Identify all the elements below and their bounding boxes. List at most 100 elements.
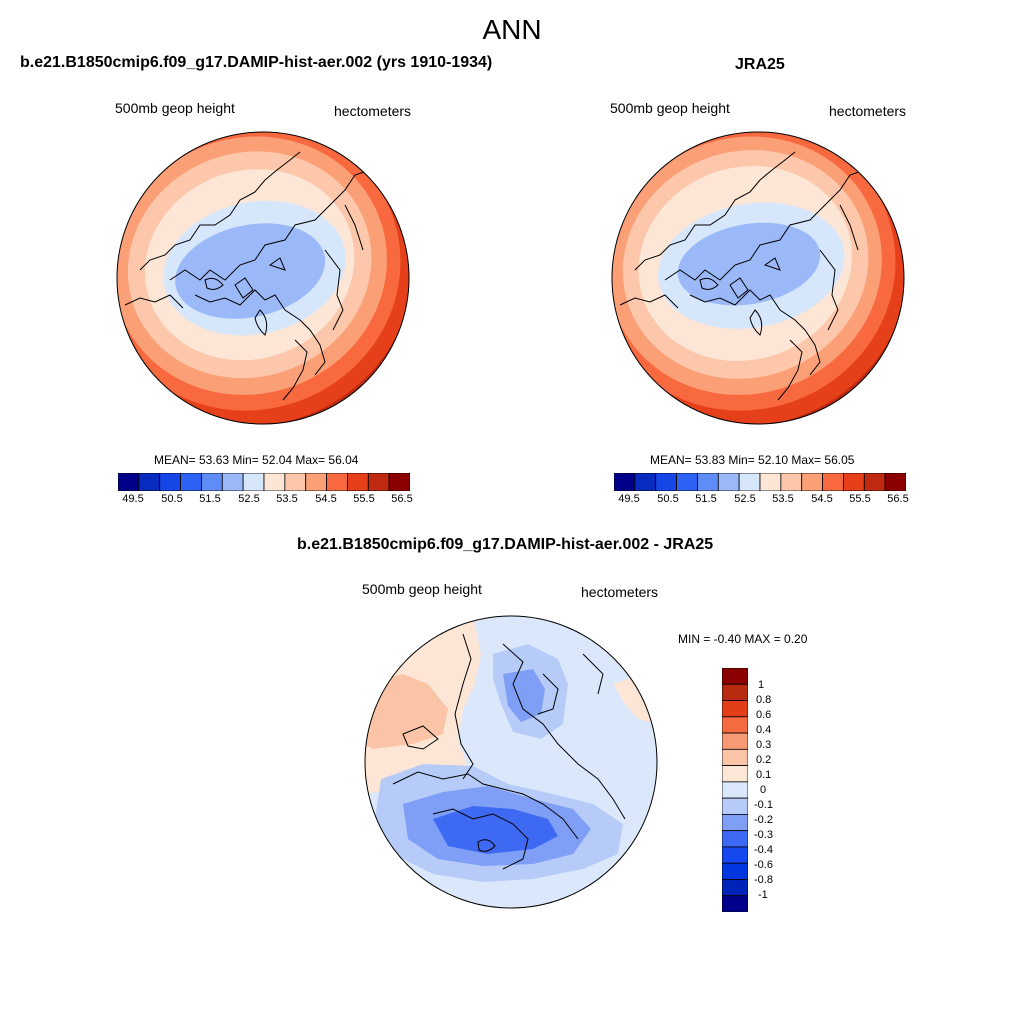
- colorbar-tick-label: 51.5: [695, 493, 717, 505]
- colorbar-box: [863, 473, 886, 491]
- colorbar-tick-label: 49.5: [122, 493, 144, 505]
- colorbar-tick-label: 0.2: [756, 754, 772, 766]
- model-polar-map: [116, 131, 410, 425]
- model-units-label: hectometers: [334, 103, 412, 119]
- model-colorbar: [118, 473, 410, 491]
- diff-variable-label: 500mb geop height: [362, 581, 482, 597]
- colorbar-box: [722, 797, 748, 815]
- figure-title: ANN: [482, 14, 542, 45]
- colorbar-box: [655, 473, 677, 491]
- model-coastlines: [124, 151, 371, 401]
- colorbar-box: [722, 879, 748, 897]
- obs-colorbar: [614, 473, 906, 491]
- colorbar-tick-label: 53.5: [772, 493, 794, 505]
- obs-coastlines: [619, 151, 866, 401]
- colorbar-box: [242, 473, 265, 491]
- colorbar-box: [676, 473, 698, 491]
- colorbar-box: [138, 473, 161, 491]
- model-colorbar-labels: 49.5 50.5 51.5 52.5 53.5 54.5 55.5 56.5: [118, 493, 412, 507]
- colorbar-box: [722, 683, 748, 701]
- model-variable-label: 500mb geop height: [115, 100, 235, 116]
- colorbar-box: [159, 473, 181, 491]
- colorbar-tick-label: 55.5: [849, 493, 871, 505]
- colorbar-box: [722, 830, 748, 848]
- colorbar-tick-label: 1: [758, 679, 765, 691]
- colorbar-tick-label: 52.5: [238, 493, 260, 505]
- colorbar-tick-label: 52.5: [734, 493, 756, 505]
- diff-stats: MIN = -0.40 MAX = 0.20: [678, 632, 808, 646]
- colorbar-box: [367, 473, 390, 491]
- colorbar-box: [326, 473, 348, 491]
- obs-colorbar-labels: 49.5 50.5 51.5 52.5 53.5 54.5 55.5 56.5: [614, 493, 908, 507]
- colorbar-box: [305, 473, 327, 491]
- diff-map-boundary: [364, 615, 658, 909]
- obs-panel-title: JRA25: [735, 56, 785, 73]
- obs-map-boundary: [611, 131, 905, 425]
- diff-colorbar-labels: 1 0.8 0.6 0.4 0.3 0.2 0.1 0 -0.1 -0.2 -0…: [754, 668, 794, 912]
- diff-colorbar: [722, 668, 748, 912]
- colorbar-box: [634, 473, 657, 491]
- colorbar-tick-label: 54.5: [811, 493, 833, 505]
- colorbar-box: [759, 473, 782, 491]
- colorbar-tick-label: 54.5: [315, 493, 337, 505]
- colorbar-box: [722, 668, 748, 685]
- colorbar-tick-label: -0.4: [754, 844, 773, 856]
- colorbar-box: [347, 473, 369, 491]
- colorbar-tick-label: 53.5: [276, 493, 298, 505]
- colorbar-box: [722, 748, 748, 767]
- obs-variable-label: 500mb geop height: [610, 100, 730, 116]
- colorbar-box: [722, 765, 748, 783]
- colorbar-tick-label: 56.5: [887, 493, 909, 505]
- colorbar-tick-label: 50.5: [657, 493, 679, 505]
- colorbar-box: [722, 732, 748, 750]
- obs-contour-ring: [677, 222, 821, 306]
- colorbar-tick-label: 51.5: [199, 493, 221, 505]
- colorbar-tick-label: -0.1: [754, 799, 773, 811]
- model-contour-ring: [175, 223, 326, 319]
- colorbar-box: [180, 473, 202, 491]
- colorbar-box: [263, 473, 286, 491]
- colorbar-box: [722, 813, 748, 832]
- colorbar-tick-label: -0.2: [754, 814, 773, 826]
- colorbar-tick-label: 0.4: [756, 724, 772, 736]
- diff-contour-region: [365, 674, 448, 749]
- colorbar-box: [801, 473, 823, 491]
- colorbar-tick-label: 0: [760, 784, 767, 796]
- diff-units-label: hectometers: [581, 584, 659, 600]
- colorbar-tick-label: -0.6: [754, 859, 773, 871]
- colorbar-tick-label: 49.5: [618, 493, 640, 505]
- colorbar-box: [118, 473, 140, 491]
- colorbar-box: [722, 846, 748, 864]
- obs-polar-map: [611, 131, 905, 425]
- colorbar-box: [780, 473, 803, 491]
- colorbar-box: [201, 473, 223, 491]
- diff-panel-title: b.e21.B1850cmip6.f09_g17.DAMIP-hist-aer.…: [297, 536, 714, 553]
- colorbar-box: [722, 700, 748, 718]
- colorbar-tick-label: -0.3: [754, 829, 773, 841]
- obs-stats: MEAN= 53.83 Min= 52.10 Max= 56.05: [650, 453, 855, 467]
- colorbar-box: [388, 473, 410, 491]
- colorbar-box: [614, 473, 636, 491]
- colorbar-tick-label: -1: [758, 889, 768, 901]
- colorbar-box: [722, 716, 748, 734]
- colorbar-box: [717, 473, 740, 491]
- colorbar-tick-label: 0.3: [756, 739, 772, 751]
- colorbar-box: [884, 473, 906, 491]
- colorbar-tick-label: 50.5: [161, 493, 183, 505]
- colorbar-box: [722, 862, 748, 880]
- colorbar-tick-label: 56.5: [391, 493, 413, 505]
- colorbar-box: [722, 781, 748, 799]
- model-panel-title: b.e21.B1850cmip6.f09_g17.DAMIP-hist-aer.…: [20, 54, 493, 71]
- model-map-boundary: [116, 131, 410, 425]
- colorbar-box: [697, 473, 719, 491]
- colorbar-box: [221, 473, 244, 491]
- colorbar-box: [722, 895, 748, 912]
- colorbar-tick-label: 0.8: [756, 694, 772, 706]
- colorbar-tick-label: 0.1: [756, 769, 772, 781]
- colorbar-box: [822, 473, 844, 491]
- model-stats: MEAN= 53.63 Min= 52.04 Max= 56.04: [154, 453, 359, 467]
- colorbar-tick-label: 55.5: [353, 493, 375, 505]
- diff-polar-map: [364, 615, 658, 909]
- colorbar-tick-label: -0.8: [754, 874, 773, 886]
- obs-units-label: hectometers: [829, 103, 907, 119]
